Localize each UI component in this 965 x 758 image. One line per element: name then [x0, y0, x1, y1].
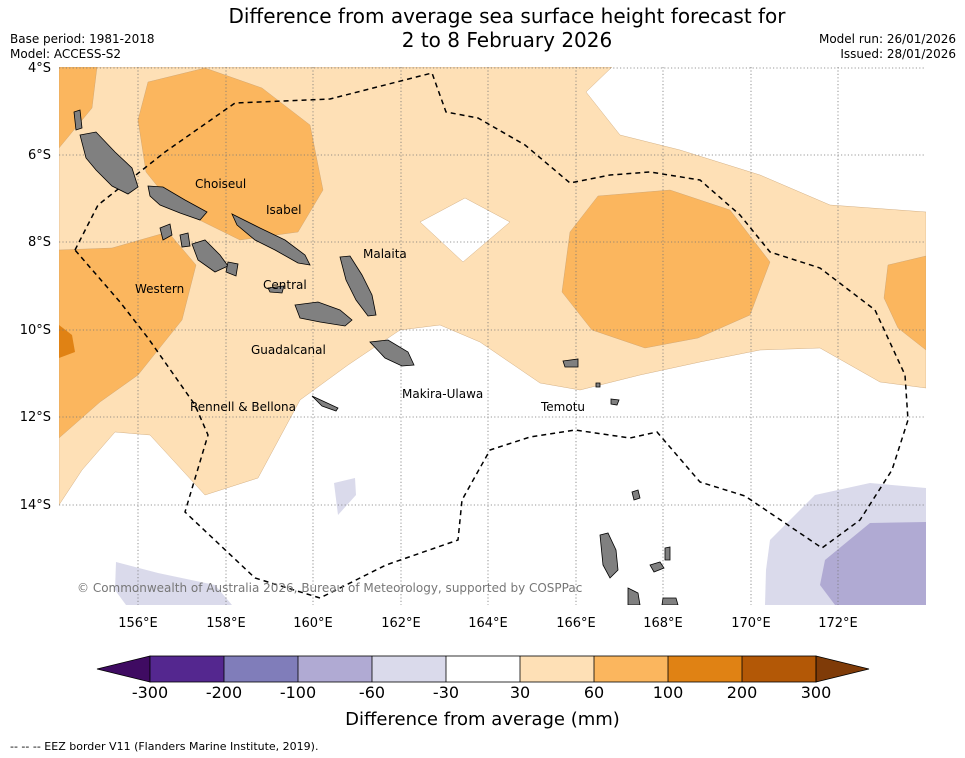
island-vanuatu [664, 546, 671, 561]
colorbar-tick: -60 [358, 683, 386, 702]
lon-label: 172°E [818, 616, 858, 631]
lon-label: 166°E [556, 616, 596, 631]
colorbar-segment [742, 656, 816, 682]
title-line-2: 2 to 8 February 2026 [401, 28, 613, 52]
colorbar-segment [150, 656, 224, 682]
island-choiseul-region [79, 131, 139, 195]
colorbar-tick: 30 [509, 683, 531, 702]
landmass [73, 109, 679, 605]
label-makira-ulawa: Makira-Ulawa [402, 387, 483, 401]
colorbar-extend-low [96, 655, 151, 683]
lon-label: 160°E [293, 616, 333, 631]
eez-border [74, 72, 909, 599]
island [179, 232, 191, 248]
anomaly-60-100-region [59, 231, 197, 439]
island-isabel [231, 213, 311, 266]
label-guadalcanal: Guadalcanal [251, 343, 326, 357]
label-choiseul: Choiseul [195, 177, 246, 191]
colorbar-segment [446, 656, 520, 682]
label-temotu: Temotu [540, 400, 585, 414]
colorbar-tick: 60 [583, 683, 605, 702]
latitude-labels: 4°S 6°S 8°S 10°S 12°S 14°S [20, 61, 51, 513]
island [661, 597, 679, 605]
colorbar [96, 655, 870, 683]
anomaly-60-100-region [883, 255, 926, 351]
colorbar-segment [372, 656, 446, 682]
map-panel: Choiseul Isabel Malaita Western Central … [59, 67, 926, 605]
island-central [267, 285, 285, 294]
island-malaita [339, 255, 377, 317]
colorbar-title: Difference from average (mm) [345, 709, 620, 730]
island-vanuatu [599, 532, 619, 579]
label-central: Central [263, 278, 307, 292]
graticule [59, 67, 926, 605]
anomaly-neg-30-60-region [334, 478, 356, 515]
island [595, 382, 601, 388]
label-rennell-bellona: Rennell & Bellona [190, 400, 296, 414]
island-temotu [562, 358, 579, 368]
longitude-labels: 156°E 158°E 160°E 162°E 164°E 166°E 168°… [118, 616, 858, 631]
island [610, 398, 620, 406]
colorbar-segment [520, 656, 594, 682]
island-vanuatu [649, 561, 665, 573]
colorbar-dividers [223, 656, 743, 682]
lon-label: 168°E [643, 616, 683, 631]
colorbar-segment [298, 656, 372, 682]
colorbar-tick: 100 [652, 683, 684, 702]
issued-date: Issued: 28/01/2026 [840, 47, 956, 61]
run-info: Model run: 26/01/2026 Issued: 28/01/2026 [819, 32, 956, 62]
base-period: Base period: 1981-2018 [10, 32, 155, 46]
colorbar-tick: -100 [279, 683, 317, 702]
island [225, 261, 239, 277]
anomaly-60-100-region [59, 67, 98, 149]
anomaly-neutral-hole [419, 197, 511, 263]
title-line-1: Difference from average sea surface heig… [228, 4, 786, 28]
label-western: Western [135, 282, 184, 296]
island-guadalcanal [294, 301, 353, 327]
colorbar-tick: 300 [800, 683, 832, 702]
island [631, 489, 641, 501]
anomaly-60-100-region [137, 67, 324, 241]
colorbar-segment [668, 656, 742, 682]
colorbar-tick: -30 [432, 683, 460, 702]
colorbar-segment [594, 656, 668, 682]
model-run: Model run: 26/01/2026 [818, 32, 956, 46]
lat-label: 12°S [20, 410, 51, 425]
colorbar-outline [149, 655, 817, 683]
lat-label: 14°S [20, 498, 51, 513]
island-makira [369, 339, 415, 367]
eez-footnote: -- -- -- EEZ border V11 (Flanders Marine… [10, 740, 319, 753]
label-malaita: Malaita [363, 247, 407, 261]
model-name: Model: ACCESS-S2 [10, 47, 122, 61]
colorbar-extend-high [815, 655, 870, 683]
lon-label: 170°E [731, 616, 771, 631]
copyright-notice: © Commonwealth of Australia 2026, Bureau… [77, 581, 582, 595]
anomaly-neg-60-100-region [820, 522, 926, 605]
colorbar-segment [224, 656, 298, 682]
lat-label: 4°S [28, 61, 51, 76]
lon-label: 164°E [468, 616, 508, 631]
colorbar-tick: -200 [205, 683, 243, 702]
anomaly-neg-30-60-region [115, 562, 232, 605]
lon-label: 158°E [206, 616, 246, 631]
island-rennell [311, 395, 339, 412]
island-vanuatu [627, 587, 641, 605]
map-title: Difference from average sea surface heig… [0, 4, 965, 52]
lat-label: 10°S [20, 323, 51, 338]
anomaly-100-200-region [59, 325, 75, 358]
anomaly-60-100-region [561, 189, 771, 349]
lat-label: 6°S [28, 148, 51, 163]
base-info: Base period: 1981-2018 Model: ACCESS-S2 [10, 32, 155, 62]
colorbar-tick: 200 [726, 683, 758, 702]
colorbar-tick: -300 [131, 683, 169, 702]
lon-label: 156°E [118, 616, 158, 631]
label-isabel: Isabel [266, 203, 301, 217]
lon-label: 162°E [381, 616, 421, 631]
island [73, 109, 83, 131]
island [159, 223, 173, 241]
lat-label: 8°S [28, 235, 51, 250]
island [147, 185, 208, 221]
